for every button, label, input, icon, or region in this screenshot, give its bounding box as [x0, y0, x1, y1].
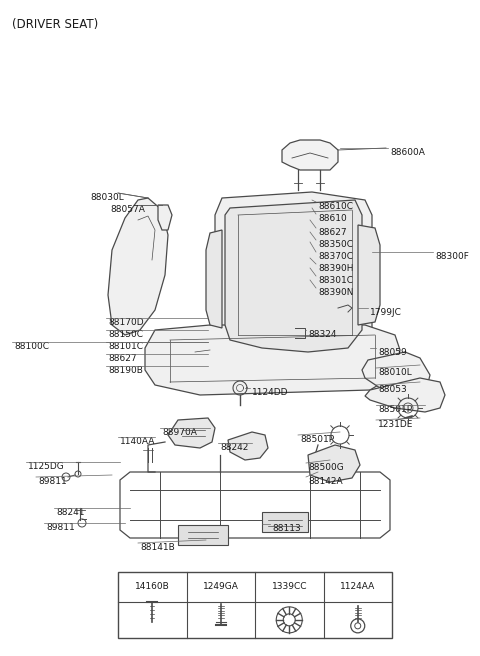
Text: 88057A: 88057A [110, 205, 145, 214]
Text: 88627: 88627 [108, 354, 137, 363]
Text: 1231DE: 1231DE [378, 420, 413, 429]
Text: 89811: 89811 [38, 477, 67, 486]
Text: 1339CC: 1339CC [272, 583, 307, 591]
Text: 88010L: 88010L [378, 368, 412, 377]
Text: (DRIVER SEAT): (DRIVER SEAT) [12, 18, 98, 31]
Polygon shape [228, 432, 268, 460]
Polygon shape [362, 352, 430, 400]
Text: 14160B: 14160B [135, 583, 169, 591]
Text: 88324: 88324 [308, 330, 336, 339]
Text: 1124DD: 1124DD [252, 388, 288, 397]
Polygon shape [158, 205, 172, 230]
Polygon shape [308, 445, 360, 482]
Text: 88242: 88242 [220, 443, 248, 452]
Text: 88300F: 88300F [435, 252, 469, 261]
Text: 88142A: 88142A [308, 477, 343, 486]
Text: 88350C: 88350C [318, 240, 353, 249]
Text: 1799JC: 1799JC [370, 308, 402, 317]
Text: 88053: 88053 [378, 385, 407, 394]
Text: 88150C: 88150C [108, 330, 143, 339]
Text: 88241: 88241 [56, 508, 84, 517]
Polygon shape [168, 418, 215, 448]
Text: 1125DG: 1125DG [28, 462, 65, 471]
Text: 88190B: 88190B [108, 366, 143, 375]
Bar [118, 572, 392, 638]
Text: 88610: 88610 [318, 214, 347, 223]
Text: 1249GA: 1249GA [203, 583, 239, 591]
Text: 88170D: 88170D [108, 318, 144, 327]
Text: 88301C: 88301C [318, 276, 353, 285]
Polygon shape [365, 378, 445, 412]
Polygon shape [145, 325, 400, 395]
Polygon shape [215, 192, 372, 360]
Text: 88030L: 88030L [90, 193, 124, 202]
Text: 1140AA: 1140AA [120, 437, 156, 446]
Text: 88101C: 88101C [108, 342, 143, 351]
Polygon shape [178, 525, 228, 545]
Text: 88501P: 88501P [300, 435, 334, 444]
Polygon shape [206, 230, 222, 328]
Text: 88501P: 88501P [378, 405, 412, 414]
Text: 88390N: 88390N [318, 288, 353, 297]
Text: 88627: 88627 [318, 228, 347, 237]
Text: 88610C: 88610C [318, 202, 353, 211]
Text: 88100C: 88100C [14, 342, 49, 351]
Text: 89811: 89811 [46, 523, 75, 532]
Text: 88059: 88059 [378, 348, 407, 357]
Text: 88113: 88113 [272, 524, 301, 533]
Text: 88370C: 88370C [318, 252, 353, 261]
Polygon shape [108, 198, 168, 335]
Text: 1124AA: 1124AA [340, 583, 375, 591]
Text: 88390H: 88390H [318, 264, 353, 273]
Text: 88141B: 88141B [140, 543, 175, 552]
Text: 88500G: 88500G [308, 463, 344, 472]
Text: 88970A: 88970A [162, 428, 197, 437]
Polygon shape [282, 140, 338, 170]
Polygon shape [225, 200, 362, 352]
Polygon shape [262, 512, 308, 532]
Polygon shape [358, 225, 380, 325]
Text: 88600A: 88600A [390, 148, 425, 157]
